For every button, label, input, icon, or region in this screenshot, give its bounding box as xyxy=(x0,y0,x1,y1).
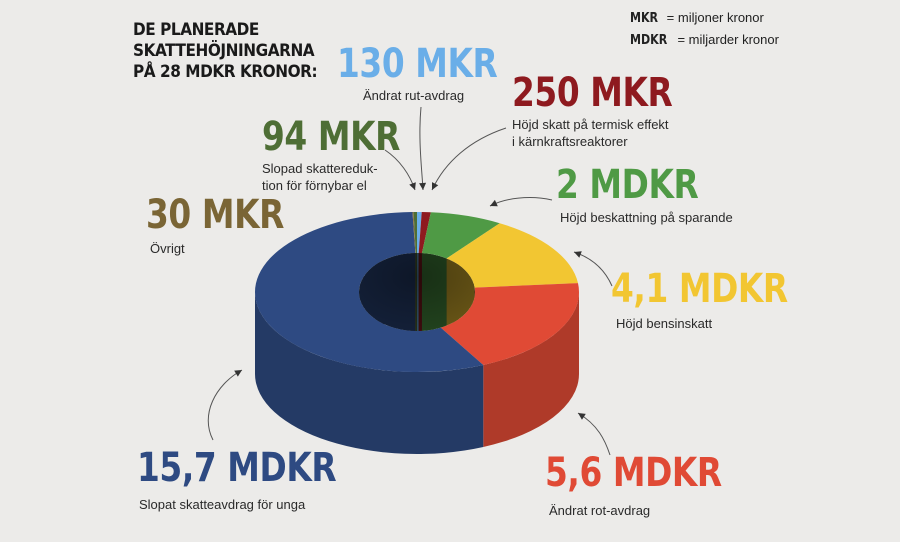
legend-def-mkr: = miljoner kronor xyxy=(666,10,764,25)
donut-hole-shadow xyxy=(359,253,475,331)
value-label-rut: 130 MKR xyxy=(337,41,498,87)
callout-arrow-unga xyxy=(207,369,243,441)
slice-ovrigt xyxy=(412,212,416,254)
slice-bensin xyxy=(446,223,578,288)
arrowhead-bensin xyxy=(574,251,582,258)
desc-label-fornybar: Slopad skattereduk- tion för förnybar el xyxy=(262,160,378,194)
desc-label-unga: Slopat skatteavdrag för unga xyxy=(139,497,306,512)
value-label-rot: 5,6 MDKR xyxy=(545,450,722,496)
title-line-1: DE PLANERADE xyxy=(133,20,259,40)
value-label-sparande: 2 MDKR xyxy=(556,162,699,208)
desc-line-fornybar-2: tion för förnybar el xyxy=(262,178,367,193)
desc-label-sparande: Höjd beskattning på sparande xyxy=(560,210,733,225)
desc-label-rut: Ändrat rut-avdrag xyxy=(363,88,465,103)
arrowhead-rut xyxy=(419,182,427,190)
legend-row-mkr: MKR = miljoner kronor xyxy=(630,7,779,29)
slice-unga xyxy=(254,212,484,372)
arrowhead-unga xyxy=(234,370,242,377)
legend-abbr-mkr: MKR xyxy=(630,11,659,26)
arrowhead-sparande xyxy=(490,199,498,207)
arrowhead-rot xyxy=(578,413,586,420)
slice-side-rot xyxy=(483,292,579,447)
arrowhead-fornybar xyxy=(409,182,416,190)
desc-label-ovrigt: Övrigt xyxy=(150,241,185,256)
title-line-2: SKATTEHÖJNINGARNA xyxy=(133,41,315,61)
value-label-unga: 15,7 MDKR xyxy=(137,445,337,491)
callout-arrows xyxy=(207,106,613,456)
callout-arrow-bensin xyxy=(573,251,613,287)
desc-line-fornybar-1: Slopad skattereduk- xyxy=(262,161,378,176)
callout-arrow-rut xyxy=(419,106,427,191)
value-label-fornybar: 94 MKR xyxy=(262,114,400,160)
slice-side-unga xyxy=(255,292,484,455)
callout-arrow-fornybar xyxy=(384,149,416,191)
value-label-karnkraft: 250 MKR xyxy=(512,70,673,116)
slice-rut xyxy=(417,212,422,254)
callout-arrow-karnkraft xyxy=(431,127,507,191)
arrowhead-karnkraft xyxy=(431,182,439,190)
callout-arrow-sparande xyxy=(489,197,553,207)
callout-arrow-rot xyxy=(577,412,611,456)
unit-legend: MKR = miljoner kronor MDKR = miljarder k… xyxy=(630,7,779,51)
slice-fornybar xyxy=(413,212,417,254)
desc-label-karnkraft: Höjd skatt på termisk effekt i kärnkraft… xyxy=(512,116,669,150)
desc-label-rot: Ändrat rot-avdrag xyxy=(549,503,651,518)
value-label-ovrigt: 30 MKR xyxy=(146,192,284,238)
desc-line-karnkraft-2: i kärnkraftsreaktorer xyxy=(512,134,628,149)
legend-row-mdkr: MDKR = miljarder kronor xyxy=(630,29,779,51)
slice-rot xyxy=(440,283,579,365)
legend-def-mdkr: = miljarder kronor xyxy=(677,32,779,47)
slice-sparande xyxy=(421,212,500,259)
desc-line-karnkraft-1: Höjd skatt på termisk effekt xyxy=(512,117,669,132)
desc-label-bensin: Höjd bensinskatt xyxy=(616,316,713,331)
legend-abbr-mdkr: MDKR xyxy=(630,33,668,48)
value-label-bensin: 4,1 MDKR xyxy=(611,266,788,312)
slice-karnkraft xyxy=(418,212,431,254)
title-line-3: PÅ 28 MDKR KRONOR: xyxy=(133,62,318,82)
chart-title: DE PLANERADE SKATTEHÖJNINGARNA PÅ 28 MDK… xyxy=(133,20,318,83)
